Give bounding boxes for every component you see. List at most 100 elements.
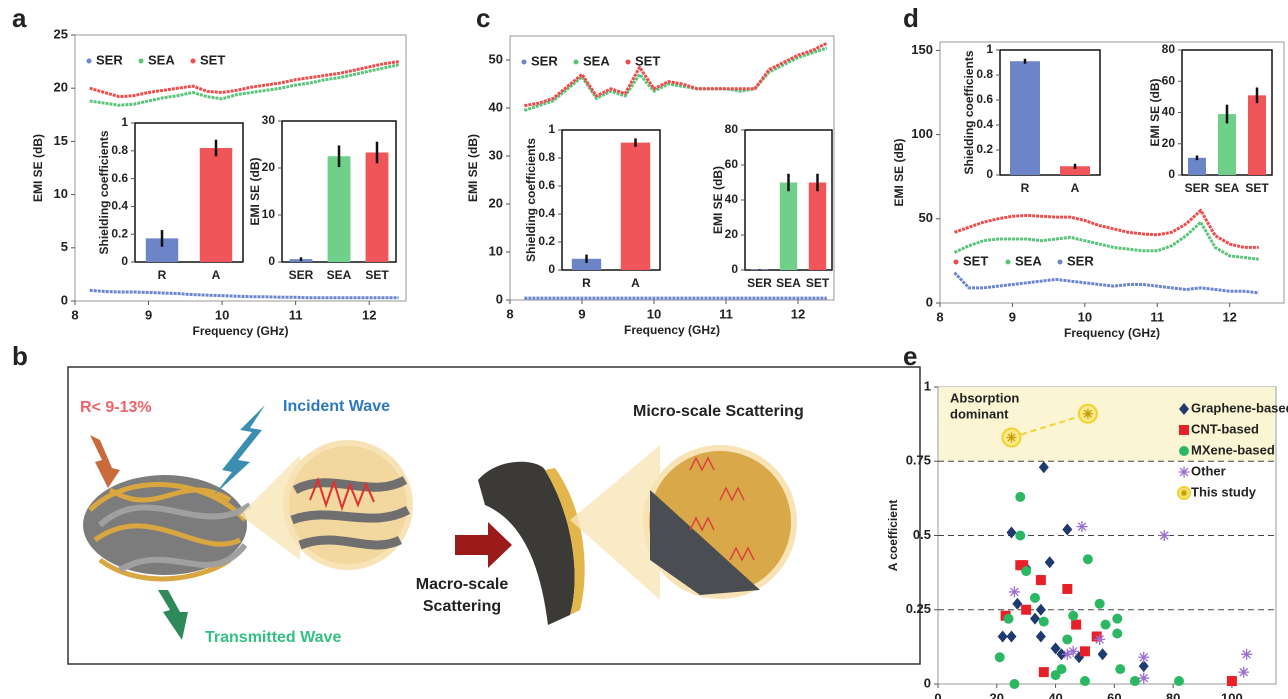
x-tick-label: SEA [1215, 181, 1240, 195]
legend-marker [522, 60, 527, 65]
panel-label: b [12, 341, 28, 371]
y-tick-label: 0 [926, 294, 933, 309]
legend-marker [1178, 487, 1190, 499]
y-tick-label: 100 [911, 126, 933, 141]
point [1238, 667, 1249, 678]
y-tick-label: 20 [1162, 136, 1176, 150]
y-tick-label: 40 [1162, 105, 1176, 119]
legend-marker [954, 260, 959, 265]
chart: 00.250.50.751020406080100EMI SE (dB)A co… [886, 378, 1288, 699]
bar [328, 156, 351, 262]
x-tick-label: 20 [990, 690, 1004, 699]
point [1080, 676, 1090, 686]
y-tick-label: 0.6 [111, 171, 128, 185]
incident-label: Incident Wave [283, 398, 390, 415]
x-tick-label: 8 [506, 306, 513, 321]
y-tick-label: 0.8 [111, 143, 128, 157]
y-tick-label: 20 [54, 80, 68, 95]
y-tick-label: 25 [54, 26, 68, 41]
y-tick-label: 40 [489, 99, 503, 114]
figure: a b c d e R< 9-13% Incident Wave Transmi… [0, 0, 1288, 699]
legend-marker [191, 59, 196, 64]
y-tick-label: 150 [911, 42, 933, 57]
y-tick-label: 10 [54, 186, 68, 201]
point [1021, 605, 1031, 615]
marker-star [1006, 432, 1016, 442]
bar [366, 152, 389, 262]
y-tick-label: 0 [61, 292, 68, 307]
x-tick-label: 10 [215, 307, 229, 322]
y-axis-label: EMI SE (dB) [892, 138, 906, 206]
x-axis-label: Frequency (GHz) [192, 324, 288, 338]
x-tick-label: A [1071, 181, 1080, 195]
legend-marker [1006, 260, 1011, 265]
x-tick-label: A [631, 276, 640, 290]
y-tick-label: 0.4 [111, 199, 128, 213]
point [1021, 566, 1031, 576]
x-tick-label: SET [365, 268, 389, 282]
x-tick-label: R [1021, 181, 1030, 195]
y-tick-label: 0.4 [976, 117, 993, 131]
y-tick-label: 15 [54, 133, 68, 148]
legend-marker [626, 60, 631, 65]
y-axis-label: EMI SE (dB) [31, 134, 45, 202]
point [1094, 634, 1105, 645]
y-tick-label: 0.5 [913, 527, 931, 542]
bar [621, 143, 650, 270]
legend-label: SET [963, 253, 988, 268]
point [1039, 667, 1049, 677]
legend-label: SET [635, 53, 660, 68]
marker-star [1083, 409, 1093, 419]
point [1068, 611, 1078, 621]
y-axis-label: Shielding coefficients [524, 138, 538, 262]
point [1115, 664, 1125, 674]
x-tick-label: 0 [934, 690, 941, 699]
point [1036, 575, 1046, 585]
y-tick-label: 0.2 [976, 142, 993, 156]
annotation: dominant [950, 406, 1009, 421]
point [1112, 614, 1122, 624]
point [1002, 428, 1020, 446]
y-tick-label: 1 [924, 378, 931, 393]
point [1056, 664, 1066, 674]
y-tick-label: 0.6 [538, 178, 555, 192]
x-tick-label: R [158, 268, 167, 282]
y-axis-label: EMI SE (dB) [248, 157, 262, 225]
x-tick-label: 60 [1107, 690, 1121, 699]
x-tick-label: 40 [1048, 690, 1062, 699]
bar [1188, 158, 1206, 175]
point [1101, 620, 1111, 630]
legend-marker [139, 59, 144, 64]
x-tick-label: R [582, 276, 591, 290]
y-tick-label: 0.8 [976, 67, 993, 81]
panel-label: a [12, 3, 27, 33]
y-tick-label: 1 [548, 122, 555, 136]
bar [809, 183, 826, 271]
y-axis-label: EMI SE (dB) [1148, 78, 1162, 146]
point [1062, 649, 1073, 660]
y-tick-label: 0.2 [538, 234, 555, 248]
x-tick-label: 100 [1221, 690, 1243, 699]
point [1174, 676, 1184, 686]
y-axis-label: EMI SE (dB) [711, 166, 725, 234]
y-tick-label: 0.25 [906, 601, 931, 616]
y-axis-label: Shielding coefficients [962, 50, 976, 174]
legend-label: MXene-based [1191, 442, 1275, 457]
x-tick-label: SEA [327, 268, 352, 282]
legend-marker [1179, 425, 1189, 435]
macro-label: Macro-scale [416, 576, 509, 593]
bar [1248, 95, 1266, 175]
x-tick-label: 8 [936, 309, 943, 324]
bar [200, 148, 232, 262]
y-tick-label: 30 [489, 147, 503, 162]
y-tick-label: 0.4 [538, 206, 555, 220]
point [1062, 584, 1072, 594]
x-axis-label: Frequency (GHz) [1064, 326, 1160, 340]
y-axis-label: EMI SE (dB) [466, 134, 480, 202]
x-tick-label: 10 [647, 306, 661, 321]
point [1077, 521, 1088, 532]
legend-label: SER [1067, 253, 1094, 268]
point [1079, 405, 1097, 423]
legend-label: This study [1191, 484, 1257, 499]
y-axis-label: A coefficient [886, 500, 900, 572]
